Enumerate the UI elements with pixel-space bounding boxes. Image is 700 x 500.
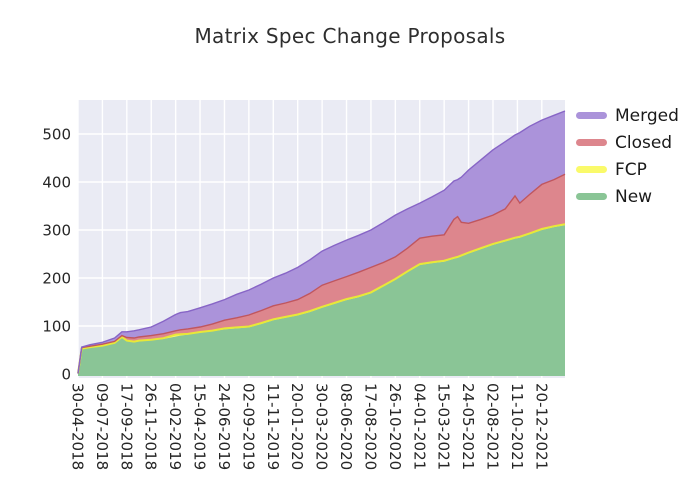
x-tick-label: 02-08-2021 (483, 383, 501, 470)
x-tick-label: 30-04-2018 (69, 383, 87, 470)
legend-swatch-closed (576, 139, 607, 146)
y-tick-label: 200 (42, 270, 71, 288)
x-tick-label: 02-09-2019 (239, 383, 257, 470)
y-tick-label: 0 (61, 366, 71, 384)
edge-closed (77, 173, 566, 374)
legend-label-closed: Closed (615, 132, 673, 153)
edge-fcp (77, 223, 566, 374)
legend: Merged Closed FCP New (576, 102, 679, 210)
legend-item-closed: Closed (576, 129, 679, 156)
x-tick-label: 11-10-2021 (508, 383, 526, 470)
legend-swatch-fcp (576, 166, 607, 173)
legend-label-new: New (615, 186, 653, 207)
x-tick-label: 04-02-2019 (166, 383, 184, 470)
legend-swatch-new (576, 193, 607, 200)
x-tick-label: 15-03-2021 (435, 383, 453, 470)
legend-label-merged: Merged (615, 105, 679, 126)
legend-swatch-merged (576, 112, 607, 119)
x-tick-label: 30-03-2020 (313, 383, 331, 470)
x-tick-label: 09-07-2018 (93, 383, 111, 470)
x-tick-label: 04-01-2021 (410, 383, 428, 470)
y-tick-label: 400 (42, 174, 71, 192)
x-tick-label: 17-09-2018 (117, 383, 135, 470)
x-tick-label: 20-01-2020 (288, 383, 306, 470)
legend-item-fcp: FCP (576, 156, 679, 183)
x-tick-label: 11-11-2019 (264, 383, 282, 470)
legend-item-merged: Merged (576, 102, 679, 129)
x-tick-label: 26-10-2020 (386, 383, 404, 470)
area-new (78, 225, 565, 376)
x-tick-label: 08-06-2020 (337, 383, 355, 470)
y-tick-label: 300 (42, 222, 71, 240)
edge-merged (77, 110, 566, 374)
legend-label-fcp: FCP (615, 159, 647, 180)
x-tick-label: 24-05-2021 (459, 383, 477, 470)
y-tick-label: 100 (42, 318, 71, 336)
chart-title: Matrix Spec Change Proposals (194, 24, 506, 48)
x-tick-label: 20-12-2021 (532, 383, 550, 470)
x-tick-label: 17-08-2020 (361, 383, 379, 470)
legend-item-new: New (576, 183, 679, 210)
x-tick-label: 15-04-2019 (191, 383, 209, 470)
x-tick-label: 24-06-2019 (215, 383, 233, 470)
x-tick-label: 26-11-2018 (142, 383, 160, 470)
y-tick-label: 500 (42, 126, 71, 144)
